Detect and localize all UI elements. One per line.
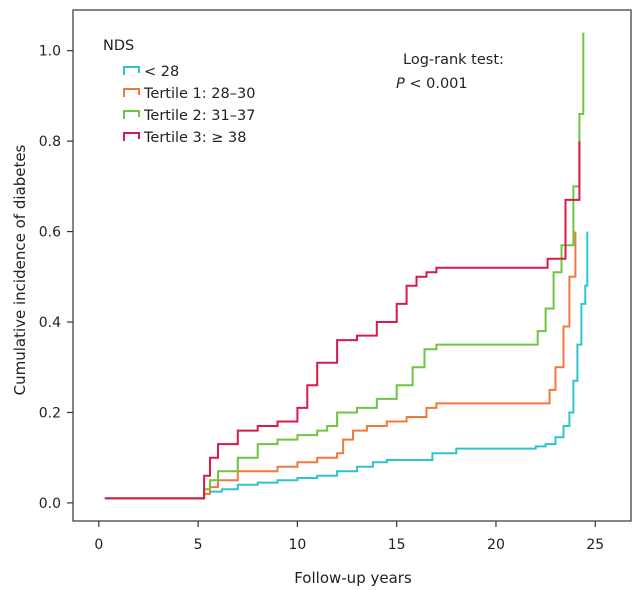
- y-tick-label-0.8: 0.8: [39, 134, 61, 150]
- y-tick-label-0.2: 0.2: [39, 405, 61, 421]
- x-tick-label-0: 0: [94, 537, 103, 553]
- legend-label-2: Tertile 2: 31–37: [143, 108, 255, 124]
- y-tick-label-0.0: 0.0: [39, 496, 61, 512]
- legend-label-0: < 28: [144, 64, 179, 80]
- legend-swatch-1: [123, 88, 140, 97]
- x-tick-label-20: 20: [487, 537, 505, 553]
- x-tick-label-25: 25: [586, 537, 604, 553]
- plot-frame: [72, 9, 632, 522]
- series-line-3: [104, 141, 581, 500]
- legend-swatch-3: [123, 132, 140, 141]
- plot-area: 0 5 10 15 20 25 0.0 0.2 0.4 0.6 0.8 1.0: [39, 9, 632, 553]
- p-symbol: P: [396, 76, 405, 92]
- legend-item-1: Tertile 1: 28–30: [123, 86, 255, 102]
- series-line-0: [104, 231, 589, 500]
- legend-item-2: Tertile 2: 31–37: [123, 108, 255, 124]
- legend-item-0: < 28: [123, 64, 179, 80]
- y-tick-label-0.4: 0.4: [39, 315, 61, 331]
- log-rank-label: Log-rank test:: [403, 52, 504, 68]
- x-tick-label-5: 5: [194, 537, 203, 553]
- legend-label-1: Tertile 1: 28–30: [143, 86, 255, 102]
- series-line-1: [104, 231, 577, 500]
- x-tick-label-10: 10: [288, 537, 306, 553]
- p-value-text: P < 0.001: [396, 76, 468, 92]
- legend-label-3: Tertile 3: ≥ 38: [143, 130, 246, 146]
- series-line-2: [104, 32, 585, 500]
- x-axis-label: Follow-up years: [294, 569, 412, 587]
- x-tick-label-15: 15: [388, 537, 406, 553]
- log-rank-annotation: Log-rank test: P < 0.001: [396, 52, 504, 92]
- y-tick-label-0.6: 0.6: [39, 225, 61, 241]
- y-tick-label-1.0: 1.0: [39, 44, 61, 60]
- legend-item-3: Tertile 3: ≥ 38: [123, 130, 246, 146]
- legend: NDS < 28 Tertile 1: 28–30 Tertile 2: 31–37…: [103, 38, 255, 146]
- legend-title: NDS: [103, 38, 134, 54]
- p-value: < 0.001: [405, 76, 468, 92]
- y-axis-label: Cumulative incidence of diabetes: [11, 144, 29, 395]
- legend-swatch-0: [123, 66, 140, 75]
- legend-swatch-2: [123, 110, 140, 119]
